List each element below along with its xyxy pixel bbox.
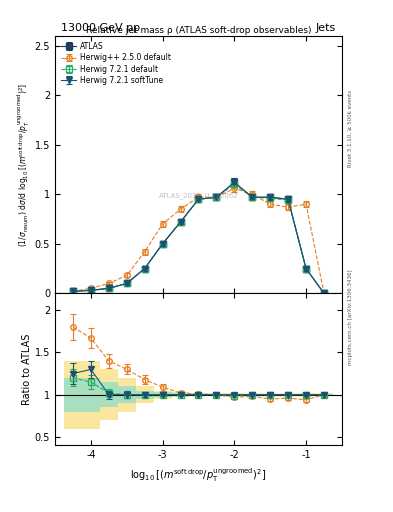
Text: Rivet 3.1.10, ≥ 500k events: Rivet 3.1.10, ≥ 500k events [348,90,353,166]
X-axis label: $\log_{10}[(m^\mathrm{soft\,drop}/p_\mathrm{T}^\mathrm{ungroomed})^2]$: $\log_{10}[(m^\mathrm{soft\,drop}/p_\mat… [130,466,266,484]
Text: Jets: Jets [316,23,336,33]
Y-axis label: $(1/\sigma_\mathrm{resum})$ d$\sigma$/d $\log_{10}[(m^\mathrm{soft\,drop}/p_\mat: $(1/\sigma_\mathrm{resum})$ d$\sigma$/d … [16,82,32,247]
Text: mcplots.cern.ch [arXiv:1306.3436]: mcplots.cern.ch [arXiv:1306.3436] [348,270,353,365]
Text: ATLAS_2019_I1772062: ATLAS_2019_I1772062 [159,192,238,199]
Text: 13000 GeV pp: 13000 GeV pp [61,23,140,33]
Title: Relative jet mass ρ (ATLAS soft-drop observables): Relative jet mass ρ (ATLAS soft-drop obs… [86,26,311,35]
Y-axis label: Ratio to ATLAS: Ratio to ATLAS [22,334,32,405]
Legend: ATLAS, Herwig++ 2.5.0 default, Herwig 7.2.1 default, Herwig 7.2.1 softTune: ATLAS, Herwig++ 2.5.0 default, Herwig 7.… [59,39,174,87]
